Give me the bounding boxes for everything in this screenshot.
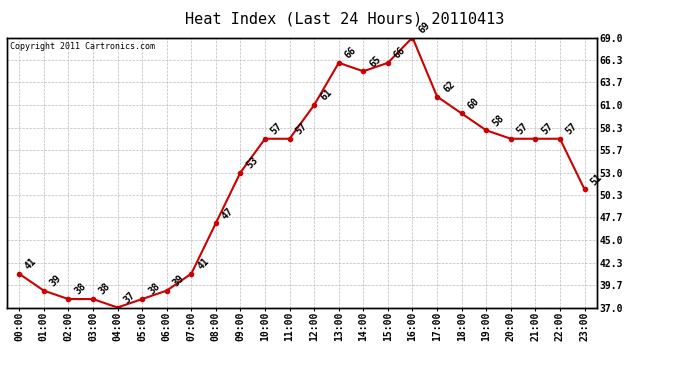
Text: 66: 66	[343, 45, 358, 61]
Text: 58: 58	[491, 113, 506, 128]
Text: 66: 66	[392, 45, 408, 61]
Text: 62: 62	[441, 79, 457, 94]
Text: 47: 47	[220, 206, 235, 221]
Text: 57: 57	[564, 121, 580, 136]
Text: 57: 57	[269, 121, 284, 136]
Text: 39: 39	[48, 273, 63, 288]
Text: 57: 57	[515, 121, 531, 136]
Text: 39: 39	[171, 273, 186, 288]
Text: Heat Index (Last 24 Hours) 20110413: Heat Index (Last 24 Hours) 20110413	[186, 11, 504, 26]
Text: 37: 37	[121, 290, 137, 305]
Text: 57: 57	[540, 121, 555, 136]
Text: 60: 60	[466, 96, 481, 111]
Text: 41: 41	[23, 256, 39, 272]
Text: 69: 69	[417, 20, 432, 35]
Text: 65: 65	[368, 54, 383, 69]
Text: 53: 53	[244, 155, 260, 170]
Text: 38: 38	[72, 282, 88, 297]
Text: 57: 57	[294, 121, 309, 136]
Text: 38: 38	[97, 282, 112, 297]
Text: 51: 51	[589, 172, 604, 187]
Text: 61: 61	[318, 87, 334, 103]
Text: 38: 38	[146, 282, 161, 297]
Text: Copyright 2011 Cartronics.com: Copyright 2011 Cartronics.com	[10, 42, 155, 51]
Text: 41: 41	[195, 256, 211, 272]
